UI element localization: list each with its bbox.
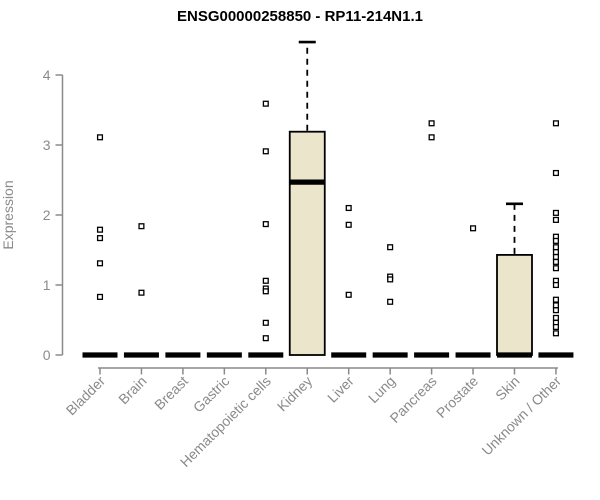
outlier-point-unknown-other — [552, 120, 559, 127]
x-tick-label-lung: Lung — [365, 373, 398, 406]
outlier-point-hematopoietic-cells — [262, 319, 269, 326]
outlier-point-bladder — [96, 293, 104, 300]
outlier-point-prostate — [469, 225, 477, 232]
box-group-lung — [372, 244, 408, 358]
chart-title: ENSG00000258850 - RP11-214N1.1 — [177, 8, 423, 25]
box-group-brain — [123, 223, 159, 358]
outlier-point-lung — [387, 276, 394, 283]
outlier-point-unknown-other — [552, 253, 559, 261]
outlier-point-pancreas — [428, 134, 435, 141]
outlier-point-unknown-other — [552, 314, 559, 321]
y-tick-label: 2 — [43, 207, 51, 223]
outlier-point-lung — [387, 298, 394, 305]
outlier-point-hematopoietic-cells — [262, 100, 269, 107]
outlier-point-bladder — [96, 134, 104, 141]
outlier-point-pancreas — [428, 120, 435, 127]
boxes-layer — [82, 40, 574, 358]
box-group-hematopoietic-cells — [248, 100, 284, 358]
y-axis-label: Expression — [0, 180, 16, 249]
box-rect-kidney — [288, 130, 326, 356]
outlier-point-liver — [345, 221, 352, 228]
outlier-point-unknown-other — [552, 169, 559, 177]
y-tick-label: 3 — [43, 137, 51, 153]
outlier-point-unknown-other — [552, 296, 559, 303]
box-group-kidney — [288, 40, 326, 356]
x-tick-label-bladder: Bladder — [63, 373, 109, 419]
outlier-point-unknown-other — [552, 265, 559, 272]
outlier-point-unknown-other — [552, 258, 559, 265]
outlier-point-unknown-other — [552, 244, 559, 251]
x-tick-label-breast: Breast — [151, 373, 191, 413]
x-tick-label-skin: Skin — [492, 373, 523, 404]
x-tick-label-kidney: Kidney — [274, 373, 316, 415]
outlier-point-hematopoietic-cells — [262, 335, 269, 342]
outlier-point-lung — [387, 244, 394, 251]
box-group-prostate — [455, 225, 491, 358]
outlier-point-bladder — [96, 226, 104, 233]
box-group-liver — [331, 204, 367, 358]
outlier-point-unknown-other — [552, 237, 559, 244]
outlier-point-unknown-other — [552, 302, 559, 309]
x-tick-label-unknown-other: Unknown / Other — [478, 373, 564, 459]
outlier-point-unknown-other — [552, 330, 559, 337]
outlier-point-brain — [138, 289, 145, 296]
outlier-point-bladder — [96, 260, 104, 267]
outlier-point-unknown-other — [552, 249, 559, 256]
box-group-pancreas — [414, 120, 450, 358]
outlier-point-bladder — [96, 235, 104, 242]
box-rect-skin — [496, 253, 533, 356]
outlier-point-hematopoietic-cells — [262, 277, 269, 284]
x-tick-label-liver: Liver — [324, 373, 357, 406]
outlier-point-unknown-other — [552, 209, 559, 216]
x-tick-label-prostate: Prostate — [433, 373, 481, 421]
outlier-point-hematopoietic-cells — [262, 148, 269, 155]
outlier-point-liver — [345, 291, 352, 298]
outlier-point-liver — [345, 204, 352, 212]
outlier-point-hematopoietic-cells — [262, 288, 269, 295]
y-tick-label: 4 — [43, 67, 51, 83]
x-tick-label-brain: Brain — [115, 373, 149, 407]
y-tick-label: 1 — [43, 277, 51, 293]
outlier-point-hematopoietic-cells — [262, 221, 269, 228]
y-tick-label: 0 — [43, 347, 51, 363]
outlier-point-unknown-other — [552, 323, 559, 331]
box-group-unknown-other — [538, 120, 574, 358]
box-group-bladder — [82, 134, 118, 358]
outlier-point-unknown-other — [552, 281, 559, 289]
outlier-point-brain — [138, 223, 145, 230]
outlier-point-unknown-other — [552, 216, 559, 223]
outlier-point-unknown-other — [552, 307, 559, 314]
box-group-skin — [496, 202, 533, 358]
